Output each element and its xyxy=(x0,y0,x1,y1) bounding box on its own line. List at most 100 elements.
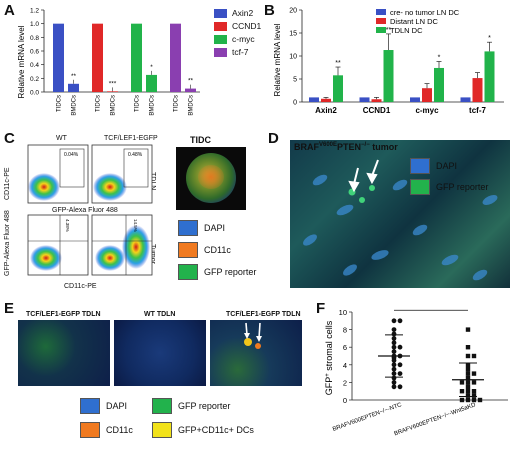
chart-a-bar xyxy=(146,74,157,92)
legend-a-swatch xyxy=(214,8,227,18)
e-title-2: WT TDLN xyxy=(144,311,176,318)
tumor-title: BRAFV600EPTEN−/− tumor xyxy=(294,142,398,152)
chart-f-ylabel: GFP+ stromal cells xyxy=(324,320,334,395)
legend-c-item: DAPI xyxy=(178,220,256,236)
chart-b-bar xyxy=(410,97,420,102)
chart-b-sig: * xyxy=(488,35,491,42)
tumor-title-prefix: BRAF xyxy=(294,142,319,152)
chart-f-sig: *** xyxy=(426,306,435,310)
legend-e-swatch xyxy=(80,422,100,438)
legend-e-item: DAPI xyxy=(80,398,127,414)
legend-d-swatch xyxy=(410,179,430,195)
tumor-title-suffix: tumor xyxy=(369,142,398,152)
chart-f-xtick-label: BRAFV600EPTEN−/−-Wnt5aKD xyxy=(393,402,477,437)
chart-a-xtick-label: BMDCs xyxy=(111,95,117,116)
arrow-head xyxy=(348,180,360,193)
legend-c-item: CD11c xyxy=(178,242,256,258)
panel-label-a: A xyxy=(4,2,15,19)
flow-density xyxy=(122,225,150,269)
legend-a-item: Axin2 xyxy=(214,8,261,18)
gfp-cell xyxy=(369,185,375,191)
flow-density xyxy=(95,245,125,271)
chart-a-bar xyxy=(107,91,118,92)
chart-b-ytick-label: 15 xyxy=(289,31,297,38)
tidc-cd11c-signal xyxy=(198,165,224,189)
chart-f-point xyxy=(391,318,397,324)
double-positive-cell xyxy=(255,343,261,349)
legend-b: cre- no tumor LN DC Distant LN DC TDLN D… xyxy=(376,8,460,35)
flow-quad-pct: 4.38% xyxy=(65,219,70,232)
chart-b-bar xyxy=(472,78,483,102)
chart-b-ytick-label: 20 xyxy=(289,8,297,15)
panel-label-e: E xyxy=(4,300,15,317)
chart-b-bar xyxy=(383,50,394,102)
chart-a-bar xyxy=(92,23,103,93)
chart-f-point xyxy=(397,318,403,324)
legend-d-item: DAPI xyxy=(410,158,488,174)
legend-a: Axin2 CCND1 c-myc tcf-7 xyxy=(214,8,261,57)
chart-b-sig: * xyxy=(438,55,441,62)
legend-b-swatch xyxy=(376,18,386,24)
flow-density xyxy=(30,245,62,271)
legend-a-label: Axin2 xyxy=(232,8,254,18)
chart-f-point xyxy=(465,397,471,403)
chart-b-xtick-label: CCND1 xyxy=(363,106,391,115)
legend-e-swatch xyxy=(80,398,100,414)
legend-c-item: GFP reporter xyxy=(178,264,256,280)
chart-f-point xyxy=(471,393,477,398)
chart-a-xtick-label: TIDCs xyxy=(135,95,141,112)
panel-label-c: C xyxy=(4,130,15,147)
chart-f-point xyxy=(471,353,477,359)
legend-e-swatch xyxy=(152,422,172,438)
chart-a-ytick-label: 1.2 xyxy=(30,8,39,15)
chart-b-bar xyxy=(359,97,370,102)
chart-a-xtick-label: TIDCs xyxy=(174,95,180,112)
legend-e-label: GFP reporter xyxy=(178,401,231,411)
legend-a-label: CCND1 xyxy=(232,21,262,31)
chart-a-ytick-label: 0.2 xyxy=(30,76,39,83)
double-positive-cell xyxy=(244,338,252,346)
legend-a-label: tcf-7 xyxy=(232,47,249,57)
chart-f-point xyxy=(391,327,397,332)
panel-label-b: B xyxy=(264,2,275,19)
chart-a-xtick-label: BMDCs xyxy=(72,95,78,116)
legend-c: DAPI CD11c GFP reporter xyxy=(178,220,256,280)
chart-b-bar xyxy=(309,97,319,102)
chart-b-bar xyxy=(333,75,343,102)
chart-f-point xyxy=(471,371,477,376)
tumor-title-sup2: −/− xyxy=(361,142,370,148)
chart-a-sig: ** xyxy=(71,73,77,80)
chart-b-bar xyxy=(321,98,331,102)
arrow-head xyxy=(256,336,262,342)
legend-c-swatch xyxy=(178,264,198,280)
legend-c-label: DAPI xyxy=(204,223,226,233)
flow-gate-pct: 0.48% xyxy=(128,152,143,158)
chart-b-sig: ** xyxy=(335,60,341,67)
chart-a-bar xyxy=(68,83,79,92)
chart-b-bar xyxy=(371,99,382,102)
chart-b-sig: ** xyxy=(386,27,392,34)
arrow xyxy=(371,159,379,177)
legend-d-label: GFP reporter xyxy=(436,182,489,192)
chart-f-point xyxy=(471,380,477,385)
chart-a-bar xyxy=(53,23,64,93)
chart-f-ytick-label: 10 xyxy=(339,308,347,317)
chart-b-xtick-label: c-myc xyxy=(415,106,439,115)
chart-b-ytick-label: 0 xyxy=(293,100,297,107)
chart-b-bar xyxy=(460,97,471,102)
chart-b-ytick-label: 5 xyxy=(293,77,297,84)
chart-f-point xyxy=(459,389,465,394)
legend-b-label: Distant LN DC xyxy=(390,17,439,26)
arrow-head xyxy=(366,172,378,185)
chart-a-ytick-label: 0.0 xyxy=(30,90,39,97)
chart-b-xtick-label: Axin2 xyxy=(315,106,337,115)
chart-f-point xyxy=(391,380,397,385)
legend-e-label: GFP+CD11c+ DCs xyxy=(178,425,254,435)
e-image-3-overlay xyxy=(244,322,262,349)
flow-label-wt: WT xyxy=(56,135,67,142)
legend-c-label: GFP reporter xyxy=(204,267,257,277)
legend-e-item: GFP reporter xyxy=(152,398,230,414)
chart-f-ytick-label: 4 xyxy=(343,361,347,370)
flow-gate xyxy=(59,148,85,188)
chart-f-ytick-label: 0 xyxy=(343,396,347,405)
